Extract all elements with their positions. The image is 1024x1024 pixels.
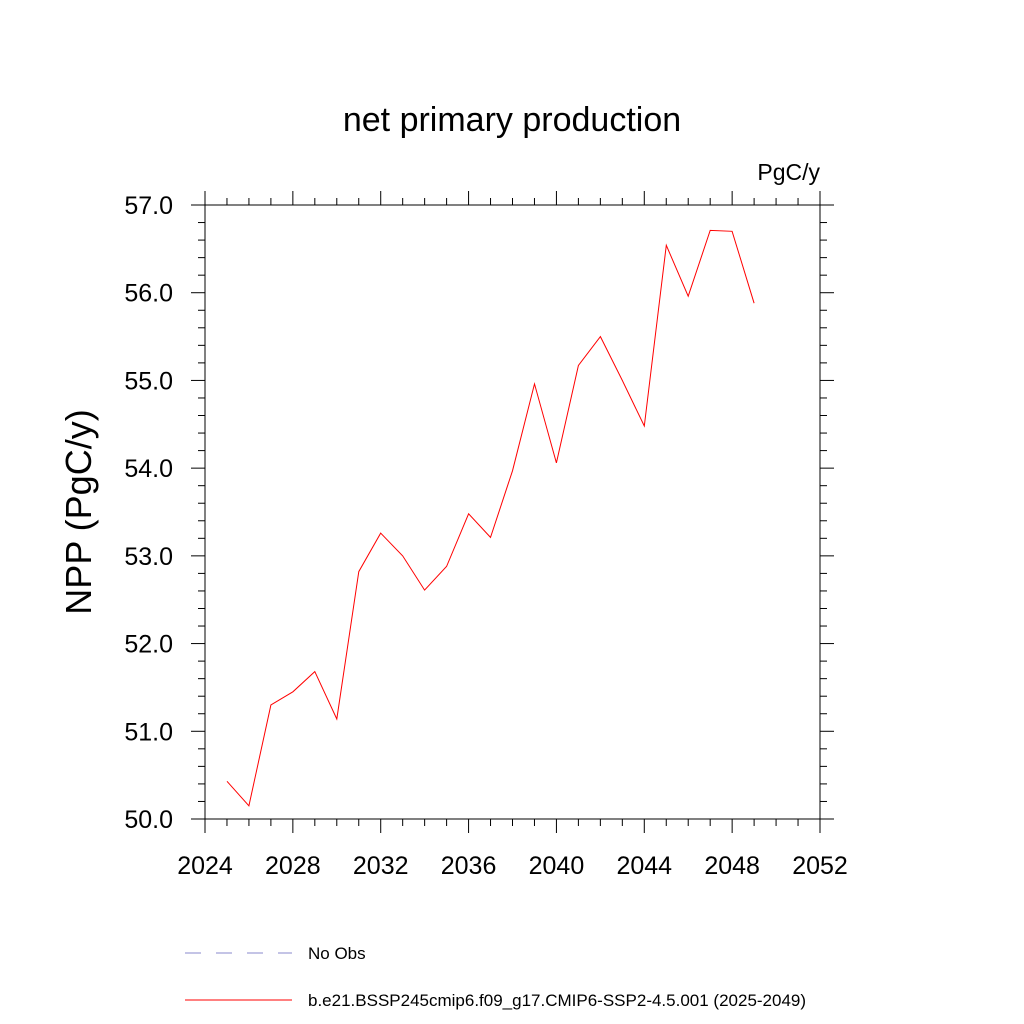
y-axis-label: NPP (PgC/y): [58, 409, 99, 614]
x-tick-label: 2040: [529, 852, 585, 880]
y-tick-label: 56.0: [124, 280, 173, 308]
chart-title: net primary production: [343, 101, 681, 139]
x-tick-label: 2032: [353, 852, 409, 880]
x-tick-label: 2048: [704, 852, 760, 880]
npp-series-line: [226, 229, 755, 807]
legend: No Obs b.e21.BSSP245cmip6.f09_g17.CMIP6-…: [185, 944, 806, 1010]
plot-frame: [204, 204, 821, 820]
y-tick-label: 57.0: [124, 192, 173, 220]
x-tick-label: 2024: [177, 852, 233, 880]
y-tick-labels: 50.0 51.0 52.0 53.0 54.0 55.0 56.0 57.0: [124, 192, 173, 834]
units-label: PgC/y: [757, 159, 820, 185]
y-tick-label: 51.0: [124, 718, 173, 746]
legend-label-model: b.e21.BSSP245cmip6.f09_g17.CMIP6-SSP2-4.…: [308, 991, 806, 1010]
y-tick-label: 54.0: [124, 455, 173, 483]
series-layer: [226, 229, 755, 807]
axis-ticks: [191, 191, 834, 833]
x-tick-label: 2052: [792, 852, 848, 880]
x-tick-label: 2028: [265, 852, 321, 880]
y-tick-label: 53.0: [124, 543, 173, 571]
x-tick-label: 2044: [616, 852, 672, 880]
x-tick-labels: 2024 2028 2032 2036 2040 2044 2048 2052: [177, 852, 848, 880]
x-tick-label: 2036: [441, 852, 497, 880]
y-tick-label: 55.0: [124, 367, 173, 395]
legend-label-no-obs: No Obs: [308, 944, 366, 963]
y-tick-label: 50.0: [124, 806, 173, 834]
y-tick-label: 52.0: [124, 631, 173, 659]
